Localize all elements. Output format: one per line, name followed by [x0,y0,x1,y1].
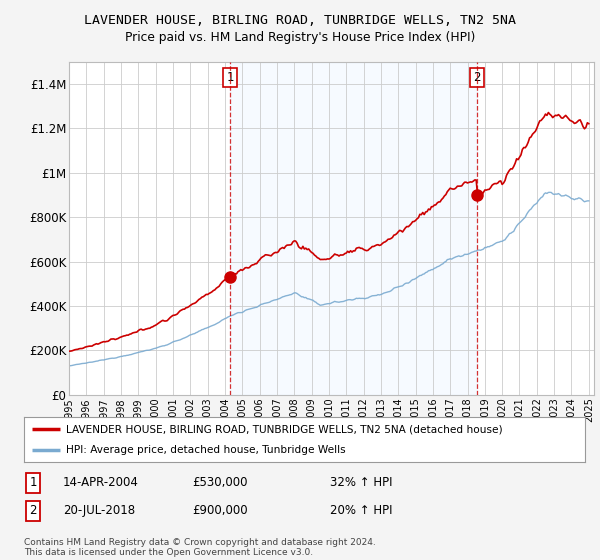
Bar [230,62,477,395]
Text: Price paid vs. HM Land Registry's House Price Index (HPI): Price paid vs. HM Land Registry's House … [125,31,475,44]
Text: 20-JUL-2018: 20-JUL-2018 [63,504,135,517]
Text: Contains HM Land Registry data © Crown copyright and database right 2024.
This d: Contains HM Land Registry data © Crown c… [24,538,376,557]
Text: £530,000: £530,000 [192,476,248,489]
Text: LAVENDER HOUSE, BIRLING ROAD, TUNBRIDGE WELLS, TN2 5NA (detached house): LAVENDER HOUSE, BIRLING ROAD, TUNBRIDGE … [66,424,503,435]
Text: 14-APR-2004: 14-APR-2004 [63,476,139,489]
Text: 1: 1 [29,476,37,489]
Text: 2: 2 [473,71,481,83]
Text: LAVENDER HOUSE, BIRLING ROAD, TUNBRIDGE WELLS, TN2 5NA: LAVENDER HOUSE, BIRLING ROAD, TUNBRIDGE … [84,14,516,27]
Text: 32% ↑ HPI: 32% ↑ HPI [330,476,392,489]
Text: 20% ↑ HPI: 20% ↑ HPI [330,504,392,517]
Text: £900,000: £900,000 [192,504,248,517]
Text: 2: 2 [29,504,37,517]
Text: HPI: Average price, detached house, Tunbridge Wells: HPI: Average price, detached house, Tunb… [66,445,346,455]
Text: 1: 1 [226,71,234,83]
